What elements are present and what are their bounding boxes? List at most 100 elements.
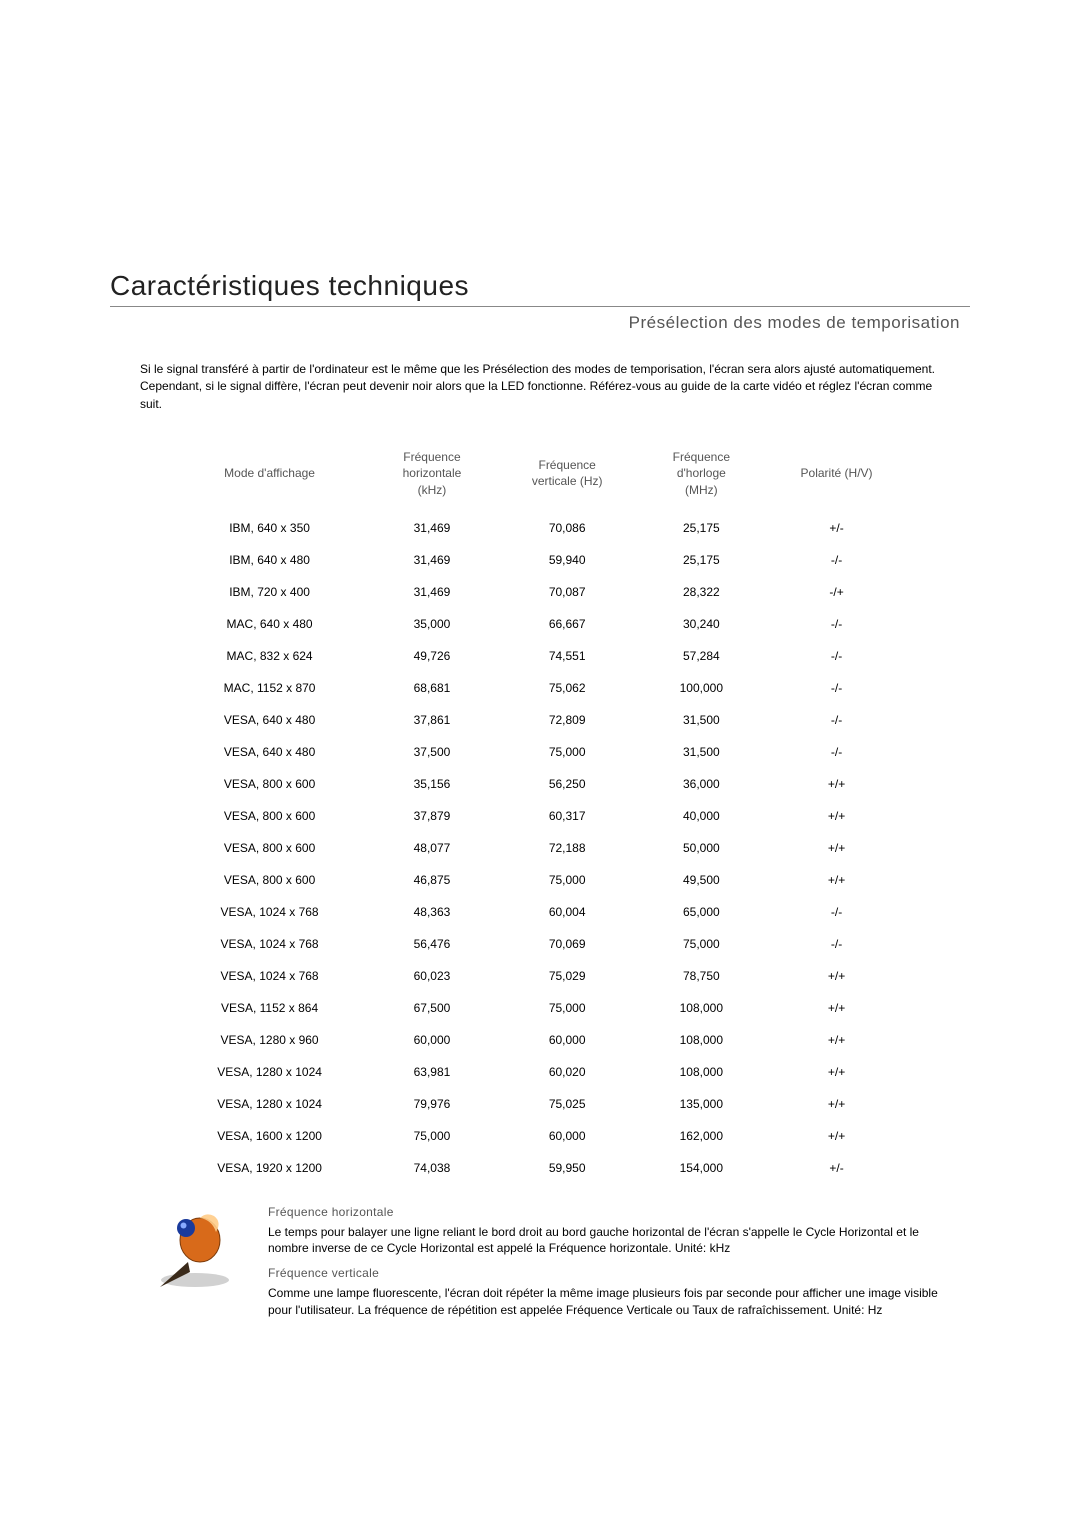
table-cell: -/- (763, 544, 910, 576)
table-cell: 60,317 (495, 800, 640, 832)
table-cell: VESA, 640 x 480 (170, 736, 369, 768)
table-cell: 60,000 (495, 1024, 640, 1056)
table-row: IBM, 640 x 35031,46970,08625,175+/- (170, 512, 910, 544)
table-cell: +/+ (763, 1024, 910, 1056)
table-cell: VESA, 640 x 480 (170, 704, 369, 736)
table-cell: MAC, 832 x 624 (170, 640, 369, 672)
table-cell: 37,879 (369, 800, 495, 832)
table-cell: MAC, 640 x 480 (170, 608, 369, 640)
definitions-block: Fréquence horizontale Le temps pour bala… (140, 1202, 940, 1327)
page-subtitle: Présélection des modes de temporisation (110, 313, 970, 333)
table-cell: 60,004 (495, 896, 640, 928)
table-cell: VESA, 1280 x 1024 (170, 1056, 369, 1088)
table-cell: 108,000 (640, 992, 764, 1024)
table-cell: 35,000 (369, 608, 495, 640)
table-cell: VESA, 800 x 600 (170, 832, 369, 864)
table-cell: 108,000 (640, 1056, 764, 1088)
table-cell: 72,188 (495, 832, 640, 864)
table-row: VESA, 800 x 60048,07772,18850,000+/+ (170, 832, 910, 864)
table-cell: 49,726 (369, 640, 495, 672)
table-cell: 75,025 (495, 1088, 640, 1120)
table-cell: 31,500 (640, 704, 764, 736)
table-cell: 72,809 (495, 704, 640, 736)
page-title: Caractéristiques techniques (110, 270, 970, 307)
table-cell: 56,250 (495, 768, 640, 800)
col-vfreq: Fréquenceverticale (Hz) (495, 441, 640, 512)
table-cell: +/+ (763, 1120, 910, 1152)
table-row: VESA, 1152 x 86467,50075,000108,000+/+ (170, 992, 910, 1024)
table-cell: 50,000 (640, 832, 764, 864)
table-cell: 135,000 (640, 1088, 764, 1120)
table-row: MAC, 640 x 48035,00066,66730,240-/- (170, 608, 910, 640)
pushpin-icon (140, 1202, 250, 1292)
table-row: VESA, 1024 x 76860,02375,02978,750+/+ (170, 960, 910, 992)
table-row: VESA, 800 x 60037,87960,31740,000+/+ (170, 800, 910, 832)
table-row: VESA, 1280 x 102479,97675,025135,000+/+ (170, 1088, 910, 1120)
table-cell: VESA, 1024 x 768 (170, 928, 369, 960)
table-cell: -/- (763, 608, 910, 640)
table-cell: 154,000 (640, 1152, 764, 1184)
table-cell: 100,000 (640, 672, 764, 704)
table-cell: 75,029 (495, 960, 640, 992)
table-cell: 75,000 (640, 928, 764, 960)
table-cell: -/- (763, 704, 910, 736)
table-cell: VESA, 1920 x 1200 (170, 1152, 369, 1184)
table-cell: 75,000 (369, 1120, 495, 1152)
table-cell: -/- (763, 640, 910, 672)
table-cell: 66,667 (495, 608, 640, 640)
table-cell: 75,000 (495, 992, 640, 1024)
table-cell: 59,950 (495, 1152, 640, 1184)
table-cell: VESA, 800 x 600 (170, 768, 369, 800)
timing-table: Mode d'affichage Fréquencehorizontale(kH… (170, 441, 910, 1184)
table-cell: 30,240 (640, 608, 764, 640)
table-row: IBM, 720 x 40031,46970,08728,322-/+ (170, 576, 910, 608)
table-cell: 67,500 (369, 992, 495, 1024)
table-cell: 70,087 (495, 576, 640, 608)
table-cell: 31,469 (369, 544, 495, 576)
table-cell: 70,086 (495, 512, 640, 544)
table-row: VESA, 1280 x 96060,00060,000108,000+/+ (170, 1024, 910, 1056)
col-clock: Fréquenced'horloge(MHz) (640, 441, 764, 512)
table-cell: -/- (763, 896, 910, 928)
table-cell: 31,469 (369, 576, 495, 608)
table-cell: +/+ (763, 800, 910, 832)
table-cell: 49,500 (640, 864, 764, 896)
table-cell: 31,469 (369, 512, 495, 544)
table-cell: 60,020 (495, 1056, 640, 1088)
table-cell: 25,175 (640, 512, 764, 544)
table-cell: 37,861 (369, 704, 495, 736)
table-cell: IBM, 640 x 480 (170, 544, 369, 576)
table-cell: +/+ (763, 960, 910, 992)
table-cell: 25,175 (640, 544, 764, 576)
table-cell: +/+ (763, 1088, 910, 1120)
definitions-text: Fréquence horizontale Le temps pour bala… (268, 1202, 940, 1327)
table-row: IBM, 640 x 48031,46959,94025,175-/- (170, 544, 910, 576)
table-row: VESA, 800 x 60035,15656,25036,000+/+ (170, 768, 910, 800)
table-cell: VESA, 1024 x 768 (170, 960, 369, 992)
table-cell: 108,000 (640, 1024, 764, 1056)
table-row: VESA, 1600 x 120075,00060,000162,000+/+ (170, 1120, 910, 1152)
table-cell: 75,000 (495, 864, 640, 896)
table-cell: +/+ (763, 1056, 910, 1088)
table-cell: 57,284 (640, 640, 764, 672)
table-cell: 56,476 (369, 928, 495, 960)
table-row: MAC, 832 x 62449,72674,55157,284-/- (170, 640, 910, 672)
table-cell: 31,500 (640, 736, 764, 768)
hfreq-def-title: Fréquence horizontale (268, 1204, 940, 1221)
table-cell: -/- (763, 928, 910, 960)
table-cell: 48,363 (369, 896, 495, 928)
table-cell: +/+ (763, 832, 910, 864)
table-cell: 28,322 (640, 576, 764, 608)
table-cell: VESA, 1152 x 864 (170, 992, 369, 1024)
table-cell: 59,940 (495, 544, 640, 576)
table-row: VESA, 640 x 48037,50075,00031,500-/- (170, 736, 910, 768)
table-cell: 78,750 (640, 960, 764, 992)
table-cell: 63,981 (369, 1056, 495, 1088)
col-mode: Mode d'affichage (170, 441, 369, 512)
table-row: VESA, 800 x 60046,87575,00049,500+/+ (170, 864, 910, 896)
table-cell: +/- (763, 512, 910, 544)
table-cell: 74,038 (369, 1152, 495, 1184)
table-cell: -/- (763, 672, 910, 704)
table-row: VESA, 1280 x 102463,98160,020108,000+/+ (170, 1056, 910, 1088)
table-cell: 37,500 (369, 736, 495, 768)
